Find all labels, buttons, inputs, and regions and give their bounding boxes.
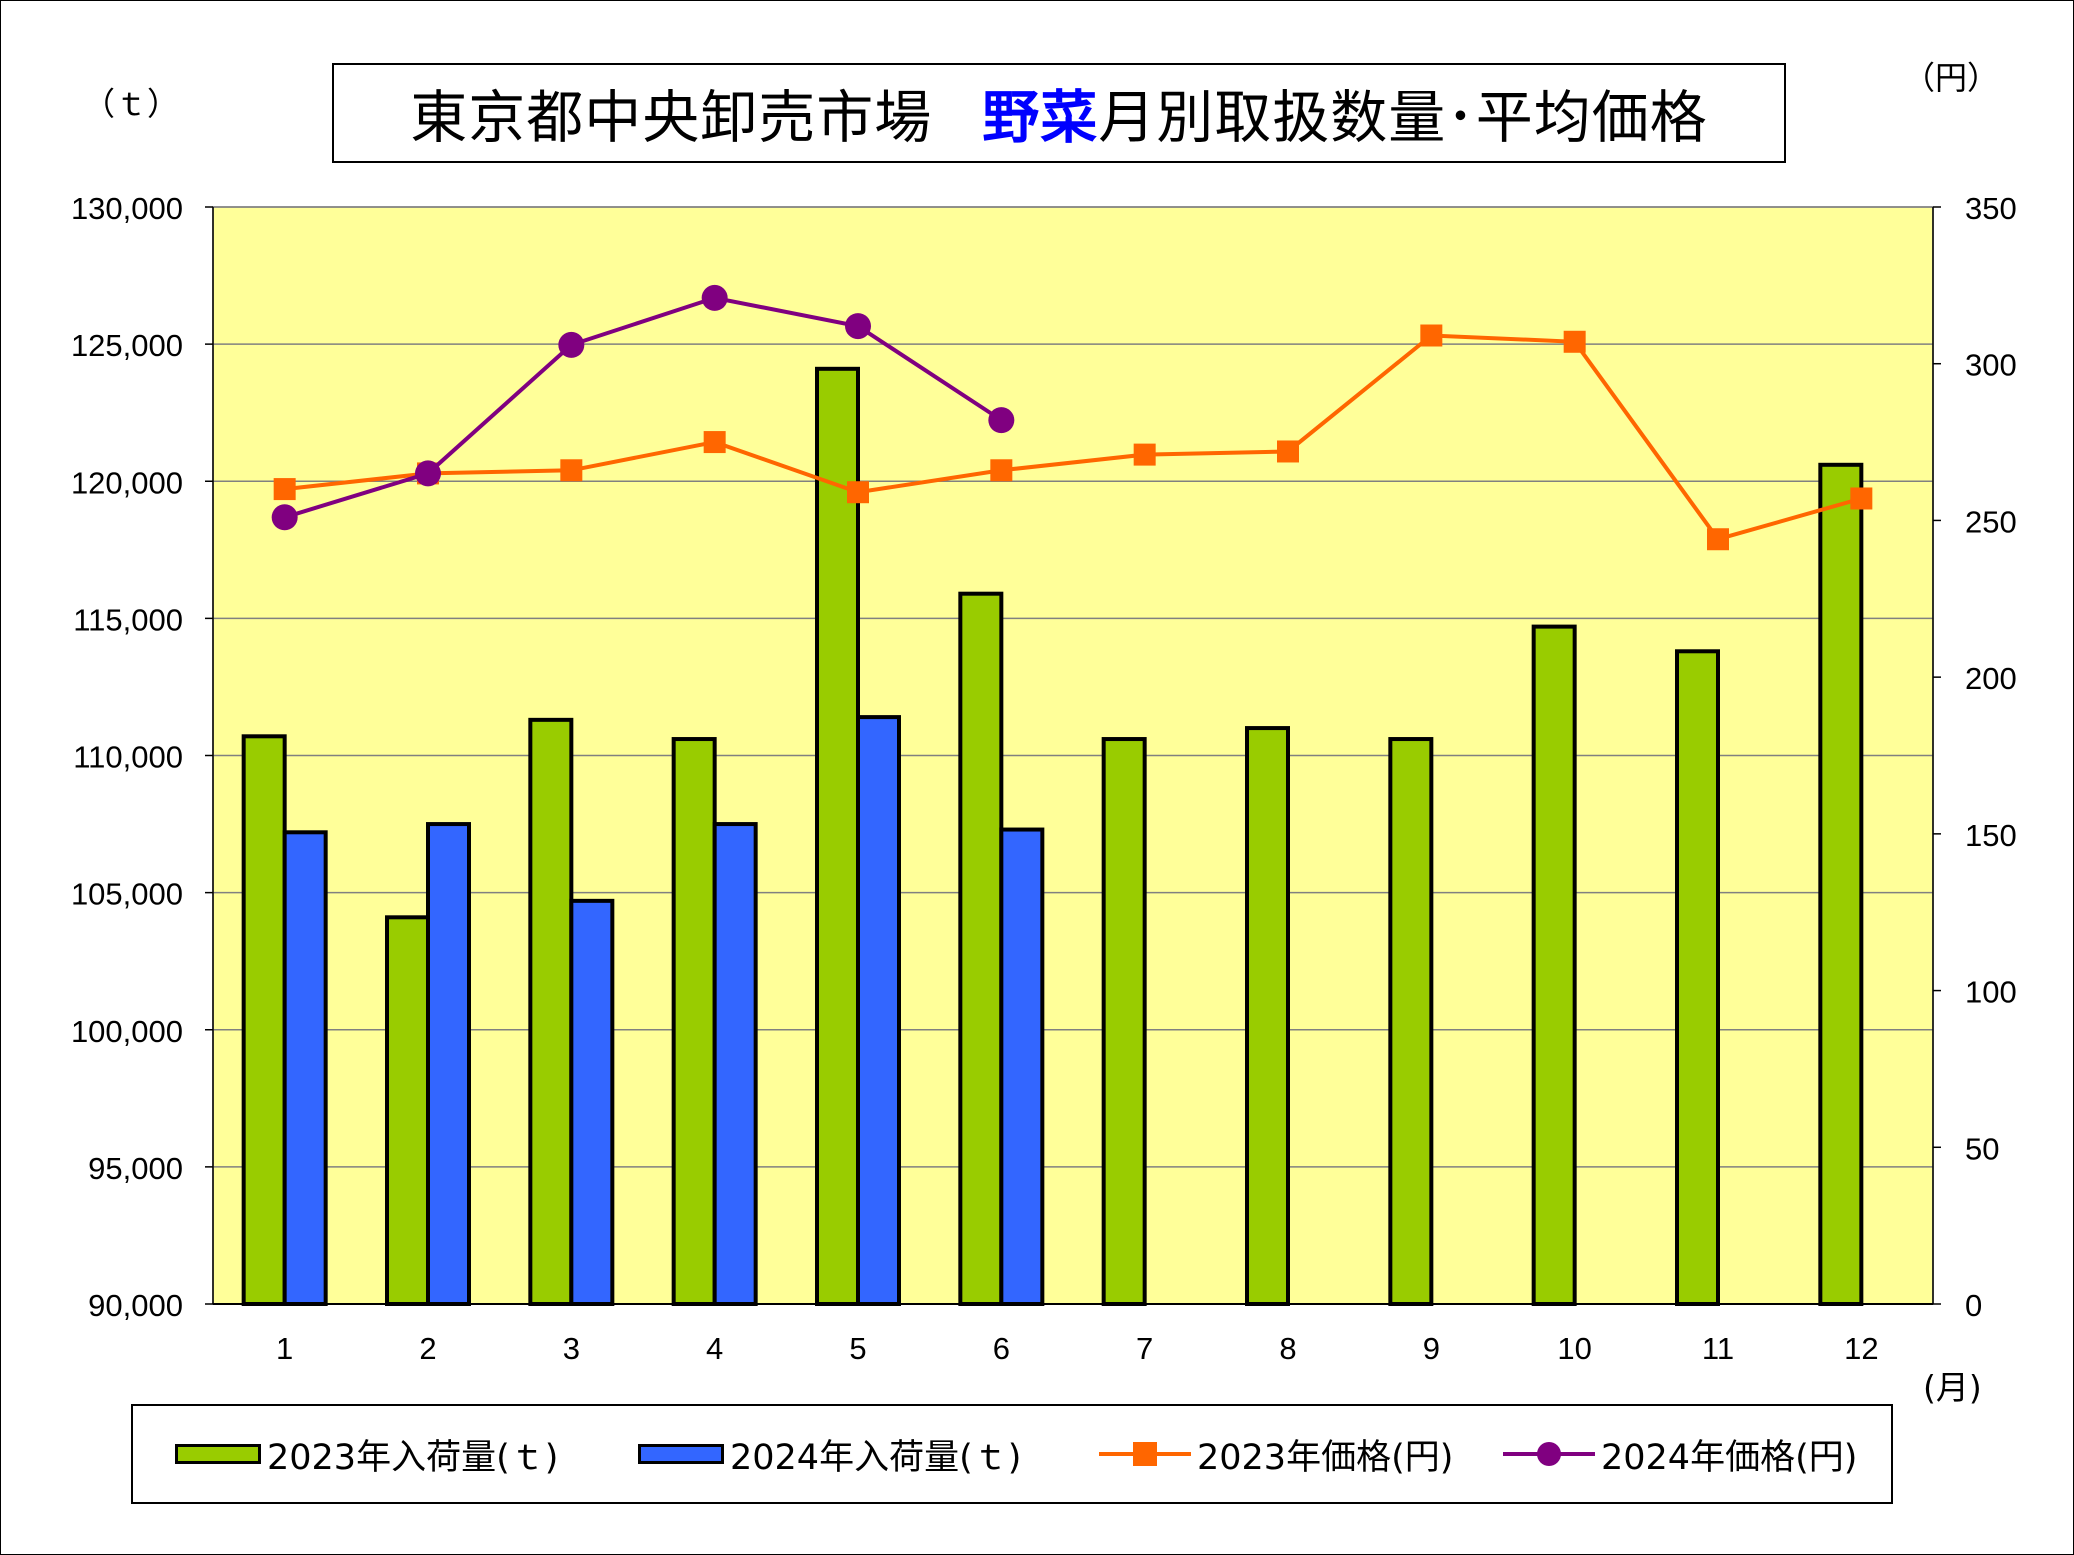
x-tick-label: 1 <box>276 1331 293 1366</box>
legend-item-2023-price: 2023年価格(円) <box>1099 1406 1453 1502</box>
marker-2024-price <box>415 460 441 487</box>
marker-2024-price <box>701 284 728 311</box>
x-tick-label: 12 <box>1844 1331 1878 1366</box>
gridlines <box>213 206 1933 1168</box>
marker-2023-price <box>1563 330 1586 353</box>
marker-2023-price <box>1420 324 1443 347</box>
bar-2024-volume <box>999 827 1045 1306</box>
x-tick-label: 10 <box>1557 1331 1591 1366</box>
legend-item-2023-volume: 2023年入荷量(ｔ) <box>175 1406 558 1502</box>
bar-2023-volume <box>241 734 287 1306</box>
bar-2023-volume <box>1101 737 1147 1306</box>
line-2024-price <box>284 295 1003 520</box>
marker-2023-price <box>1277 440 1299 463</box>
marker-2023-price <box>1133 443 1156 466</box>
legend-item-2024-price: 2024年価格(円) <box>1503 1406 1857 1502</box>
legend: 2023年入荷量(ｔ) 2024年入荷量(ｔ) 2023年価格(円) 2024年… <box>131 1404 1893 1504</box>
left-tick-label: 105,000 <box>71 877 183 912</box>
bar-2023-volume <box>1675 649 1720 1306</box>
line-2023-price <box>284 333 1862 542</box>
marker-2023-price <box>273 478 296 501</box>
x-tick-label: 6 <box>993 1331 1010 1366</box>
legend-label-2024-price: 2024年価格(円) <box>1601 1437 1858 1478</box>
left-tick-label: 120,000 <box>71 465 183 500</box>
bar-2023-volume <box>1818 462 1864 1307</box>
chart-title: 東京都中央卸売市場 野菜 月別取扱数量･平均価格 <box>332 63 1786 163</box>
x-tick-label: 11 <box>1702 1331 1734 1366</box>
bar-2023-volume <box>1245 726 1290 1306</box>
legend-swatch-2024-volume <box>638 1444 724 1464</box>
legend-swatch-2023-volume <box>175 1444 261 1464</box>
marker-2023-price <box>703 431 726 454</box>
left-tick-label: 130,000 <box>71 191 183 226</box>
bar-2023-volume <box>385 915 430 1306</box>
left-axis-unit: （ｔ） <box>83 85 180 123</box>
x-tick-label: 3 <box>563 1331 580 1366</box>
x-tick-label: 2 <box>419 1331 436 1366</box>
left-tick-label: 125,000 <box>71 328 183 363</box>
marker-2023-price <box>1707 528 1729 551</box>
bar-2023-volume <box>1531 624 1577 1306</box>
right-tick-label: 100 <box>1965 975 2017 1010</box>
right-axis-unit: （円） <box>1903 59 2000 97</box>
left-tick-label: 90,000 <box>88 1288 183 1323</box>
bar-2024-volume <box>712 822 758 1306</box>
legend-label-2023-volume: 2023年入荷量(ｔ) <box>267 1437 559 1478</box>
marker-2024-price <box>558 331 585 358</box>
title-part2: 月別取扱数量･平均価格 <box>1098 85 1708 151</box>
chart-svg: 90,000 95,000 100,000 105,000 110,000 115,000… <box>71 191 2017 1366</box>
price-lines <box>271 284 1873 551</box>
right-tick-label: 0 <box>1965 1288 1982 1323</box>
bar-2023-volume <box>815 366 860 1306</box>
bar-2024-volume <box>426 822 471 1306</box>
bar-2023-volume <box>671 737 717 1306</box>
bar-2023-volume <box>528 717 574 1306</box>
marker-2024-price <box>988 407 1015 434</box>
x-tick-label: 9 <box>1423 1331 1440 1366</box>
right-tick-label: 300 <box>1965 348 2017 383</box>
legend-label-2023-price: 2023年価格(円) <box>1197 1437 1454 1478</box>
marker-2024-price <box>845 313 871 340</box>
marker-2023-price <box>560 459 583 482</box>
marker-2023-price <box>990 459 1013 482</box>
legend-swatch-2023-price <box>1099 1440 1191 1468</box>
bar-2024-volume <box>856 715 901 1306</box>
bar-2024-volume <box>569 898 615 1306</box>
left-tick-label: 110,000 <box>73 740 183 775</box>
left-tick-label: 100,000 <box>71 1014 183 1049</box>
title-highlight: 野菜 <box>982 85 1099 151</box>
right-tick-label: 250 <box>1965 504 2017 539</box>
legend-label-2024-volume: 2024年入荷量(ｔ) <box>730 1437 1022 1478</box>
right-tick-label: 350 <box>1965 191 2017 226</box>
left-tick-label: 95,000 <box>88 1151 183 1186</box>
title-part1: 東京都中央卸売市場 <box>410 85 933 151</box>
axes <box>205 206 1941 1305</box>
bar-2023-volume <box>958 591 1004 1306</box>
legend-item-2024-volume: 2024年入荷量(ｔ) <box>638 1406 1021 1502</box>
marker-2023-price <box>847 481 869 504</box>
right-tick-label: 200 <box>1965 661 2017 696</box>
x-tick-label: 4 <box>706 1331 723 1366</box>
tick-labels: 90,000 95,000 100,000 105,000 110,000 115,000… <box>71 191 2017 1366</box>
bar-2023-volume <box>1388 737 1434 1306</box>
marker-2024-price <box>271 504 298 531</box>
right-tick-label: 50 <box>1965 1131 1999 1166</box>
x-tick-label: 5 <box>849 1331 866 1366</box>
bar-2024-volume <box>282 830 328 1306</box>
right-tick-label: 150 <box>1965 818 2017 853</box>
x-axis-unit: (月) <box>1923 1368 1982 1407</box>
left-tick-label: 115,000 <box>73 602 183 637</box>
marker-2023-price <box>1850 487 1873 510</box>
x-tick-label: 7 <box>1136 1331 1153 1366</box>
x-tick-label: 8 <box>1279 1331 1296 1366</box>
legend-swatch-2024-price <box>1503 1440 1595 1468</box>
